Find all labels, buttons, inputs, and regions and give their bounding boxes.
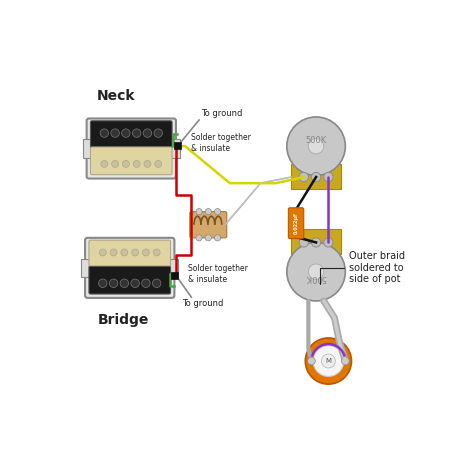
Bar [167, 139, 180, 158]
FancyBboxPatch shape [87, 118, 176, 179]
Bar [292, 229, 341, 254]
Circle shape [309, 138, 324, 154]
Bar [292, 164, 341, 189]
Circle shape [131, 279, 139, 288]
Circle shape [287, 117, 346, 175]
Circle shape [112, 160, 118, 167]
FancyBboxPatch shape [190, 212, 227, 238]
Text: 500K: 500K [305, 136, 327, 145]
Circle shape [196, 235, 202, 241]
FancyBboxPatch shape [91, 147, 172, 175]
Circle shape [100, 249, 106, 256]
Bar [166, 259, 178, 277]
Circle shape [142, 279, 150, 288]
Circle shape [143, 129, 152, 137]
Circle shape [153, 249, 160, 256]
Circle shape [309, 264, 324, 279]
Circle shape [287, 242, 346, 301]
Text: Neck: Neck [97, 89, 135, 103]
Circle shape [299, 173, 309, 182]
Text: Solder together
& insulate: Solder together & insulate [188, 264, 248, 284]
Text: To ground: To ground [182, 299, 223, 308]
FancyBboxPatch shape [91, 121, 172, 148]
Bar [81, 259, 93, 277]
Circle shape [205, 235, 211, 241]
Circle shape [321, 354, 335, 368]
Circle shape [305, 338, 352, 384]
Circle shape [155, 160, 162, 167]
Circle shape [101, 160, 108, 167]
Circle shape [308, 357, 315, 365]
Bar [83, 139, 95, 158]
Circle shape [121, 249, 128, 256]
Text: 500K: 500K [305, 273, 327, 283]
Circle shape [214, 209, 220, 215]
Circle shape [324, 173, 333, 182]
FancyBboxPatch shape [89, 240, 171, 268]
Text: Bridge: Bridge [97, 313, 149, 327]
Circle shape [311, 173, 321, 182]
Text: M: M [325, 358, 331, 364]
Circle shape [144, 160, 151, 167]
Bar [174, 142, 182, 148]
Circle shape [111, 129, 119, 137]
Text: To ground: To ground [201, 109, 242, 118]
Circle shape [122, 129, 130, 137]
Circle shape [299, 238, 309, 247]
Circle shape [132, 249, 138, 256]
FancyBboxPatch shape [85, 238, 174, 298]
Circle shape [99, 279, 107, 288]
Circle shape [143, 249, 149, 256]
Circle shape [110, 249, 117, 256]
Bar [171, 272, 178, 279]
Circle shape [122, 160, 129, 167]
Circle shape [120, 279, 128, 288]
Circle shape [132, 129, 141, 137]
Circle shape [154, 129, 163, 137]
FancyBboxPatch shape [288, 208, 304, 238]
Circle shape [313, 346, 344, 376]
Circle shape [196, 209, 202, 215]
Circle shape [109, 279, 118, 288]
FancyBboxPatch shape [89, 266, 171, 294]
Circle shape [324, 238, 333, 247]
Circle shape [100, 129, 109, 137]
Circle shape [311, 238, 321, 247]
Circle shape [341, 357, 349, 365]
Circle shape [205, 209, 211, 215]
Text: Solder together
& insulate: Solder together & insulate [191, 133, 251, 153]
Circle shape [153, 279, 161, 288]
Circle shape [214, 235, 220, 241]
Circle shape [133, 160, 140, 167]
Text: Outer braid
soldered to
side of pot: Outer braid soldered to side of pot [320, 251, 405, 284]
Text: 0.022μF: 0.022μF [293, 212, 299, 234]
